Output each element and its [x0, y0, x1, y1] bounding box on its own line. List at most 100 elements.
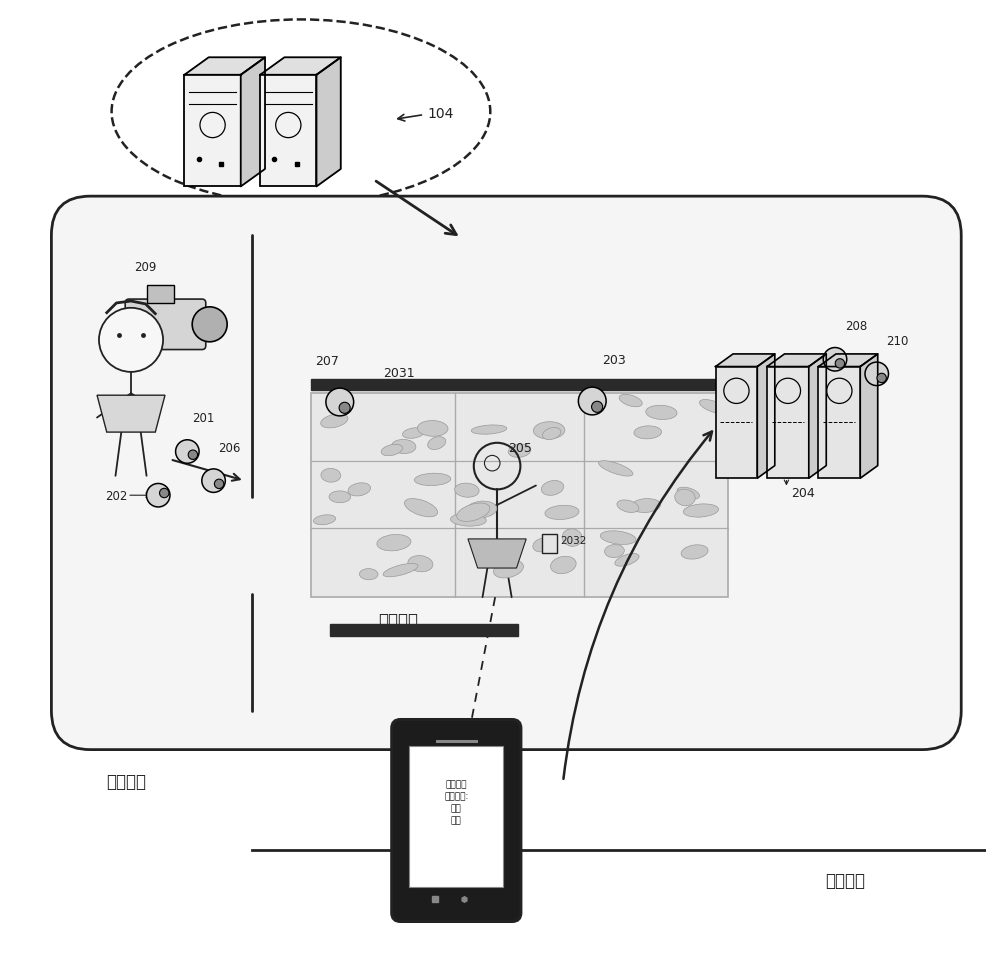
Text: 210: 210	[886, 335, 909, 348]
Bar	[716, 367, 757, 478]
Circle shape	[176, 440, 199, 463]
Ellipse shape	[457, 503, 490, 521]
FancyBboxPatch shape	[125, 299, 206, 350]
Ellipse shape	[377, 534, 411, 551]
Polygon shape	[241, 57, 265, 186]
Text: 204: 204	[791, 487, 815, 500]
Circle shape	[99, 308, 163, 372]
Circle shape	[192, 307, 227, 342]
Ellipse shape	[605, 545, 624, 557]
Ellipse shape	[417, 420, 448, 436]
Ellipse shape	[619, 394, 642, 407]
Polygon shape	[260, 57, 341, 75]
Bar	[818, 367, 860, 478]
Ellipse shape	[634, 426, 662, 439]
Circle shape	[146, 484, 170, 507]
Bar	[147, 285, 174, 303]
Polygon shape	[184, 57, 265, 75]
Ellipse shape	[646, 405, 677, 419]
Ellipse shape	[321, 468, 341, 483]
Circle shape	[877, 373, 886, 383]
Text: 201: 201	[192, 413, 215, 425]
Text: 2032: 2032	[560, 536, 587, 546]
Ellipse shape	[615, 553, 639, 566]
Polygon shape	[860, 353, 878, 478]
Bar	[409, 746, 503, 887]
Bar	[311, 393, 728, 597]
FancyBboxPatch shape	[392, 720, 521, 921]
Text: 202: 202	[105, 490, 127, 503]
Ellipse shape	[404, 498, 438, 517]
Ellipse shape	[541, 481, 564, 495]
Ellipse shape	[466, 501, 497, 518]
Ellipse shape	[533, 421, 565, 439]
Text: 205: 205	[508, 443, 532, 455]
Bar	[542, 534, 557, 553]
Ellipse shape	[599, 460, 633, 476]
Circle shape	[326, 388, 354, 416]
Ellipse shape	[545, 505, 579, 519]
Ellipse shape	[600, 531, 636, 545]
Polygon shape	[818, 353, 878, 367]
Circle shape	[214, 479, 224, 488]
Circle shape	[835, 358, 845, 368]
Circle shape	[202, 469, 225, 492]
Polygon shape	[97, 395, 165, 432]
Ellipse shape	[631, 498, 661, 513]
Ellipse shape	[455, 484, 479, 497]
Ellipse shape	[471, 425, 507, 434]
Ellipse shape	[675, 489, 695, 506]
Polygon shape	[809, 353, 826, 478]
Polygon shape	[716, 353, 775, 367]
Ellipse shape	[681, 545, 708, 559]
Circle shape	[823, 348, 847, 371]
Ellipse shape	[391, 440, 416, 453]
Ellipse shape	[359, 569, 378, 580]
Bar	[260, 75, 316, 186]
Ellipse shape	[683, 504, 719, 518]
Circle shape	[188, 450, 198, 459]
Text: 入口区域: 入口区域	[106, 773, 146, 790]
Ellipse shape	[551, 556, 576, 574]
Bar	[311, 379, 728, 390]
Ellipse shape	[329, 491, 351, 503]
Ellipse shape	[321, 414, 348, 428]
Text: 104: 104	[427, 107, 454, 120]
Circle shape	[592, 401, 603, 413]
Polygon shape	[757, 353, 775, 478]
Text: 2031: 2031	[383, 367, 415, 380]
Ellipse shape	[617, 500, 639, 513]
Ellipse shape	[383, 563, 418, 577]
Circle shape	[865, 362, 888, 385]
Ellipse shape	[487, 555, 513, 566]
Text: 203: 203	[602, 354, 626, 367]
Circle shape	[339, 402, 350, 414]
Ellipse shape	[533, 538, 552, 552]
Circle shape	[160, 488, 169, 498]
Ellipse shape	[508, 444, 531, 457]
Ellipse shape	[348, 483, 371, 496]
Ellipse shape	[408, 555, 433, 572]
Ellipse shape	[677, 487, 699, 499]
Polygon shape	[316, 57, 341, 186]
Ellipse shape	[381, 445, 403, 455]
Ellipse shape	[494, 560, 523, 578]
Circle shape	[578, 387, 606, 415]
Ellipse shape	[314, 515, 336, 524]
Ellipse shape	[543, 427, 561, 440]
Text: 206: 206	[218, 442, 241, 454]
Text: 存储区域: 存储区域	[378, 613, 418, 630]
Bar	[330, 624, 518, 636]
Bar	[767, 367, 809, 478]
Text: 您选购了
如下商品:
牛奶
香蕉: 您选购了 如下商品: 牛奶 香蕉	[444, 781, 468, 825]
Ellipse shape	[414, 473, 451, 486]
Text: 209: 209	[134, 261, 156, 274]
Ellipse shape	[700, 399, 726, 414]
Text: 出口区域: 出口区域	[825, 872, 865, 889]
Ellipse shape	[428, 437, 446, 450]
Polygon shape	[468, 539, 526, 568]
Text: 208: 208	[845, 320, 867, 333]
Polygon shape	[767, 353, 826, 367]
Ellipse shape	[403, 428, 424, 438]
Text: 207: 207	[316, 355, 339, 368]
